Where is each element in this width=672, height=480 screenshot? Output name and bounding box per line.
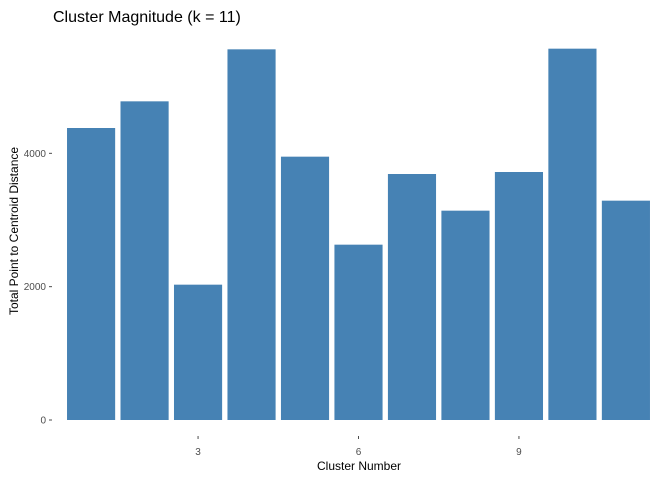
x-tick-label-6: 6 — [356, 447, 362, 458]
y-tick-label-4000: 4000 — [24, 149, 47, 160]
bar-cluster-7 — [387, 174, 437, 420]
chart-title: Cluster Magnitude (k = 11) — [53, 9, 241, 26]
y-axis-label: Total Point to Centroid Distance — [7, 147, 21, 315]
y-axis: 0 2000 4000 — [24, 149, 52, 427]
bar-cluster-11 — [601, 200, 650, 420]
x-tick-label-3: 3 — [195, 447, 201, 458]
bar-cluster-2 — [120, 101, 169, 420]
bar-cluster-3 — [173, 284, 223, 420]
x-axis-label: Cluster Number — [317, 459, 401, 473]
bar-cluster-10 — [548, 48, 597, 421]
bar-cluster-6 — [334, 244, 383, 420]
y-tick-label-0: 0 — [40, 416, 46, 427]
bar-cluster-9 — [494, 172, 544, 420]
bar-cluster-1 — [67, 128, 116, 420]
bar-cluster-8 — [441, 210, 490, 420]
x-axis: 3 6 9 — [195, 436, 522, 458]
bars-group — [67, 48, 650, 421]
bar-cluster-5 — [280, 156, 330, 420]
bar-cluster-4 — [227, 49, 276, 420]
x-tick-label-9: 9 — [516, 447, 522, 458]
y-tick-label-2000: 2000 — [24, 282, 47, 293]
